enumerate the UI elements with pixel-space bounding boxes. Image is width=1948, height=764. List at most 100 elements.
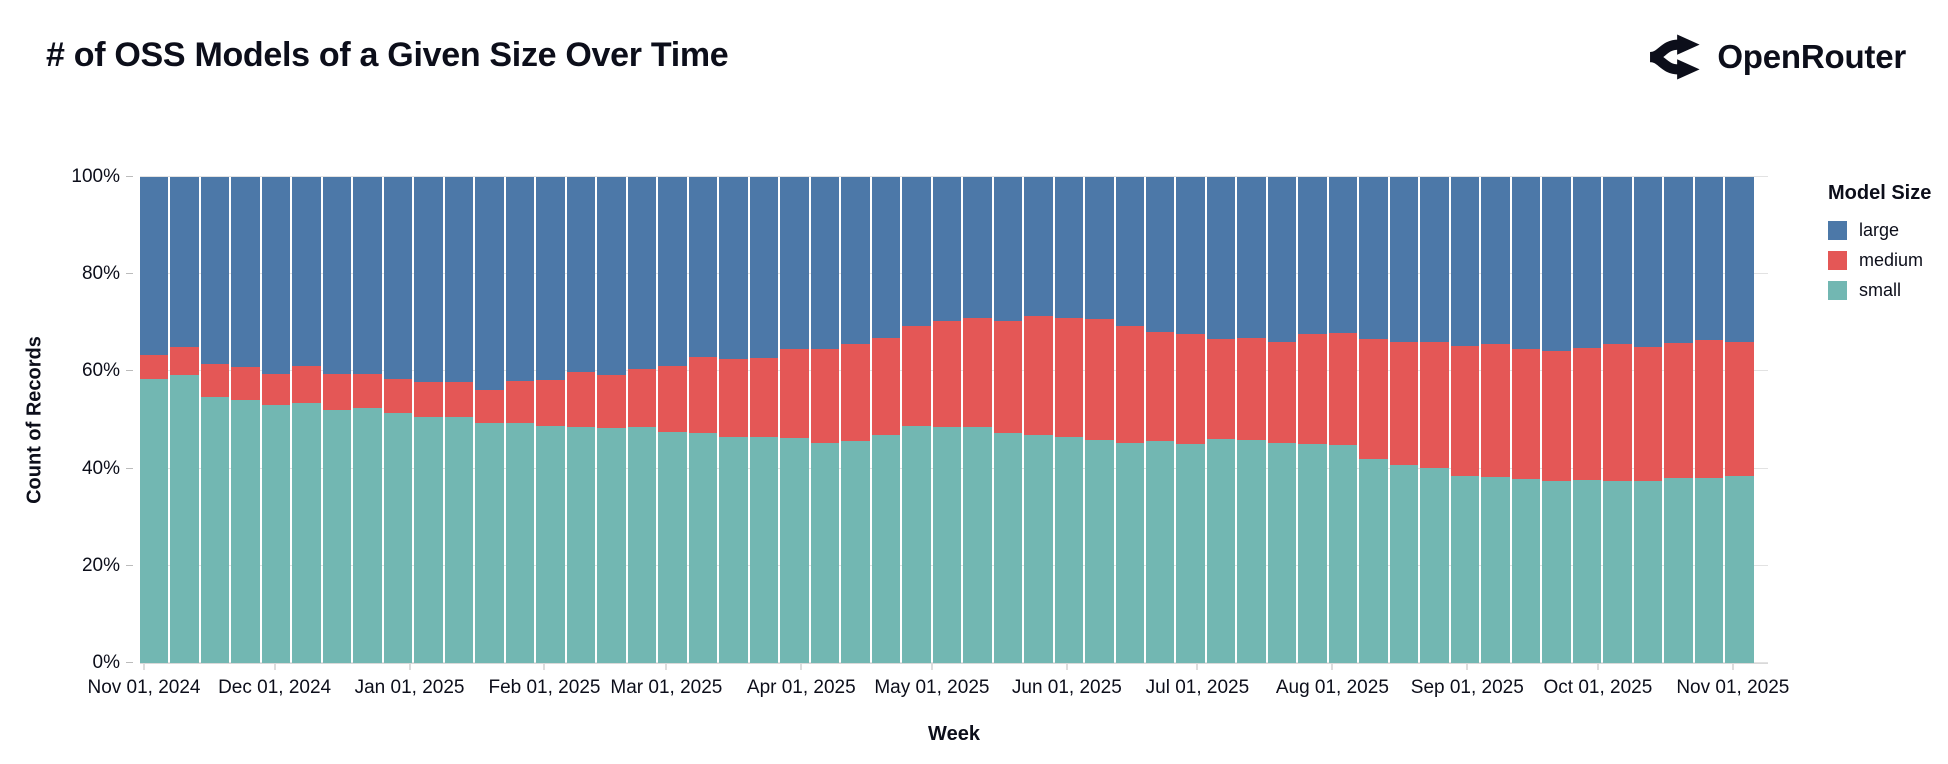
bar-segment-large[interactable] <box>1694 177 1724 340</box>
bar-segment-small[interactable] <box>1542 481 1571 663</box>
bar-segment-medium[interactable] <box>170 347 199 376</box>
bar-segment-small[interactable] <box>1603 481 1632 663</box>
bar-segment-small[interactable] <box>597 428 626 663</box>
bar-column[interactable] <box>322 177 352 663</box>
bar-segment-medium[interactable] <box>1145 331 1175 442</box>
bar-segment-medium[interactable] <box>1694 339 1724 478</box>
bar-segment-large[interactable] <box>1725 177 1754 342</box>
bar-segment-large[interactable] <box>1603 177 1632 345</box>
bar-column[interactable] <box>841 177 870 663</box>
bar-segment-medium[interactable] <box>140 355 169 379</box>
bar-column[interactable] <box>1206 177 1236 663</box>
bar-column[interactable] <box>1085 177 1114 663</box>
bar-segment-large[interactable] <box>170 177 199 348</box>
bar-column[interactable] <box>688 177 718 663</box>
bar-column[interactable] <box>810 177 840 663</box>
bar-segment-medium[interactable] <box>1115 325 1144 444</box>
bar-segment-medium[interactable] <box>261 373 291 405</box>
bar-segment-small[interactable] <box>902 426 931 663</box>
bar-segment-small[interactable] <box>780 437 809 663</box>
bar-column[interactable] <box>1054 177 1084 663</box>
bar-segment-large[interactable] <box>1298 177 1327 334</box>
bar-segment-large[interactable] <box>566 177 596 372</box>
bar-segment-large[interactable] <box>810 177 840 350</box>
bar-segment-large[interactable] <box>1237 177 1266 339</box>
bar-column[interactable] <box>1572 177 1602 663</box>
bar-segment-small[interactable] <box>444 416 474 663</box>
bar-segment-small[interactable] <box>1694 477 1724 663</box>
bar-segment-small[interactable] <box>261 404 291 663</box>
bar-column[interactable] <box>993 177 1023 663</box>
bar-segment-large[interactable] <box>932 177 962 321</box>
bar-segment-small[interactable] <box>1115 443 1144 663</box>
bar-column[interactable] <box>1267 177 1297 663</box>
bar-column[interactable] <box>719 177 748 663</box>
bar-segment-small[interactable] <box>1176 444 1205 663</box>
bar-segment-large[interactable] <box>1572 177 1602 349</box>
bar-segment-large[interactable] <box>1389 177 1419 343</box>
bar-segment-medium[interactable] <box>627 368 657 427</box>
bar-segment-large[interactable] <box>1450 177 1480 346</box>
bar-segment-small[interactable] <box>1085 439 1114 663</box>
bar-segment-large[interactable] <box>383 177 413 379</box>
bar-segment-small[interactable] <box>140 378 169 663</box>
bar-segment-medium[interactable] <box>963 318 992 427</box>
bar-column[interactable] <box>1298 177 1327 663</box>
bar-segment-medium[interactable] <box>1328 333 1358 446</box>
bar-segment-large[interactable] <box>292 177 321 366</box>
bar-segment-medium[interactable] <box>841 344 870 442</box>
bar-column[interactable] <box>231 177 260 663</box>
bar-segment-large[interactable] <box>1024 177 1053 316</box>
bar-column[interactable] <box>1176 177 1205 663</box>
bar-segment-medium[interactable] <box>1572 348 1602 481</box>
bar-segment-large[interactable] <box>688 177 718 358</box>
bar-segment-medium[interactable] <box>1206 338 1236 439</box>
bar-segment-small[interactable] <box>414 416 443 663</box>
bar-column[interactable] <box>475 177 504 663</box>
bar-segment-medium[interactable] <box>1511 349 1541 480</box>
bar-segment-small[interactable] <box>719 436 748 663</box>
bar-segment-large[interactable] <box>1359 177 1388 339</box>
bar-column[interactable] <box>536 177 565 663</box>
bar-segment-large[interactable] <box>444 177 474 383</box>
bar-segment-small[interactable] <box>1237 439 1266 663</box>
bar-column[interactable] <box>1420 177 1449 663</box>
bar-segment-small[interactable] <box>200 396 230 663</box>
bar-column[interactable] <box>932 177 962 663</box>
bar-segment-small[interactable] <box>871 435 901 663</box>
bar-segment-large[interactable] <box>627 177 657 369</box>
bar-segment-large[interactable] <box>993 177 1023 321</box>
bar-segment-medium[interactable] <box>719 358 748 437</box>
bar-segment-small[interactable] <box>963 426 992 663</box>
bar-segment-small[interactable] <box>688 433 718 663</box>
bar-segment-medium[interactable] <box>780 349 809 438</box>
bar-segment-small[interactable] <box>566 426 596 663</box>
bar-segment-medium[interactable] <box>932 320 962 427</box>
bar-segment-large[interactable] <box>1511 177 1541 350</box>
bar-segment-medium[interactable] <box>1298 333 1327 445</box>
bar-segment-large[interactable] <box>841 177 870 345</box>
bar-column[interactable] <box>292 177 321 663</box>
bar-segment-large[interactable] <box>414 177 443 383</box>
bar-column[interactable] <box>414 177 443 663</box>
bar-segment-small[interactable] <box>292 403 321 663</box>
bar-segment-medium[interactable] <box>536 380 565 426</box>
bar-segment-medium[interactable] <box>353 373 382 409</box>
bar-segment-large[interactable] <box>261 177 291 374</box>
bar-segment-medium[interactable] <box>1359 338 1388 460</box>
bar-segment-medium[interactable] <box>871 338 901 436</box>
bar-column[interactable] <box>505 177 535 663</box>
bar-column[interactable] <box>1115 177 1144 663</box>
bar-segment-large[interactable] <box>1633 177 1663 348</box>
bar-segment-large[interactable] <box>1481 177 1510 345</box>
bar-segment-small[interactable] <box>383 413 413 663</box>
bar-segment-small[interactable] <box>1054 436 1084 663</box>
bar-column[interactable] <box>963 177 992 663</box>
bar-segment-large[interactable] <box>1542 177 1571 352</box>
bar-segment-medium[interactable] <box>1664 343 1693 478</box>
bar-column[interactable] <box>780 177 809 663</box>
bar-segment-medium[interactable] <box>1024 315 1053 436</box>
bar-segment-small[interactable] <box>1145 441 1175 663</box>
bar-segment-medium[interactable] <box>414 382 443 417</box>
bar-column[interactable] <box>1145 177 1175 663</box>
